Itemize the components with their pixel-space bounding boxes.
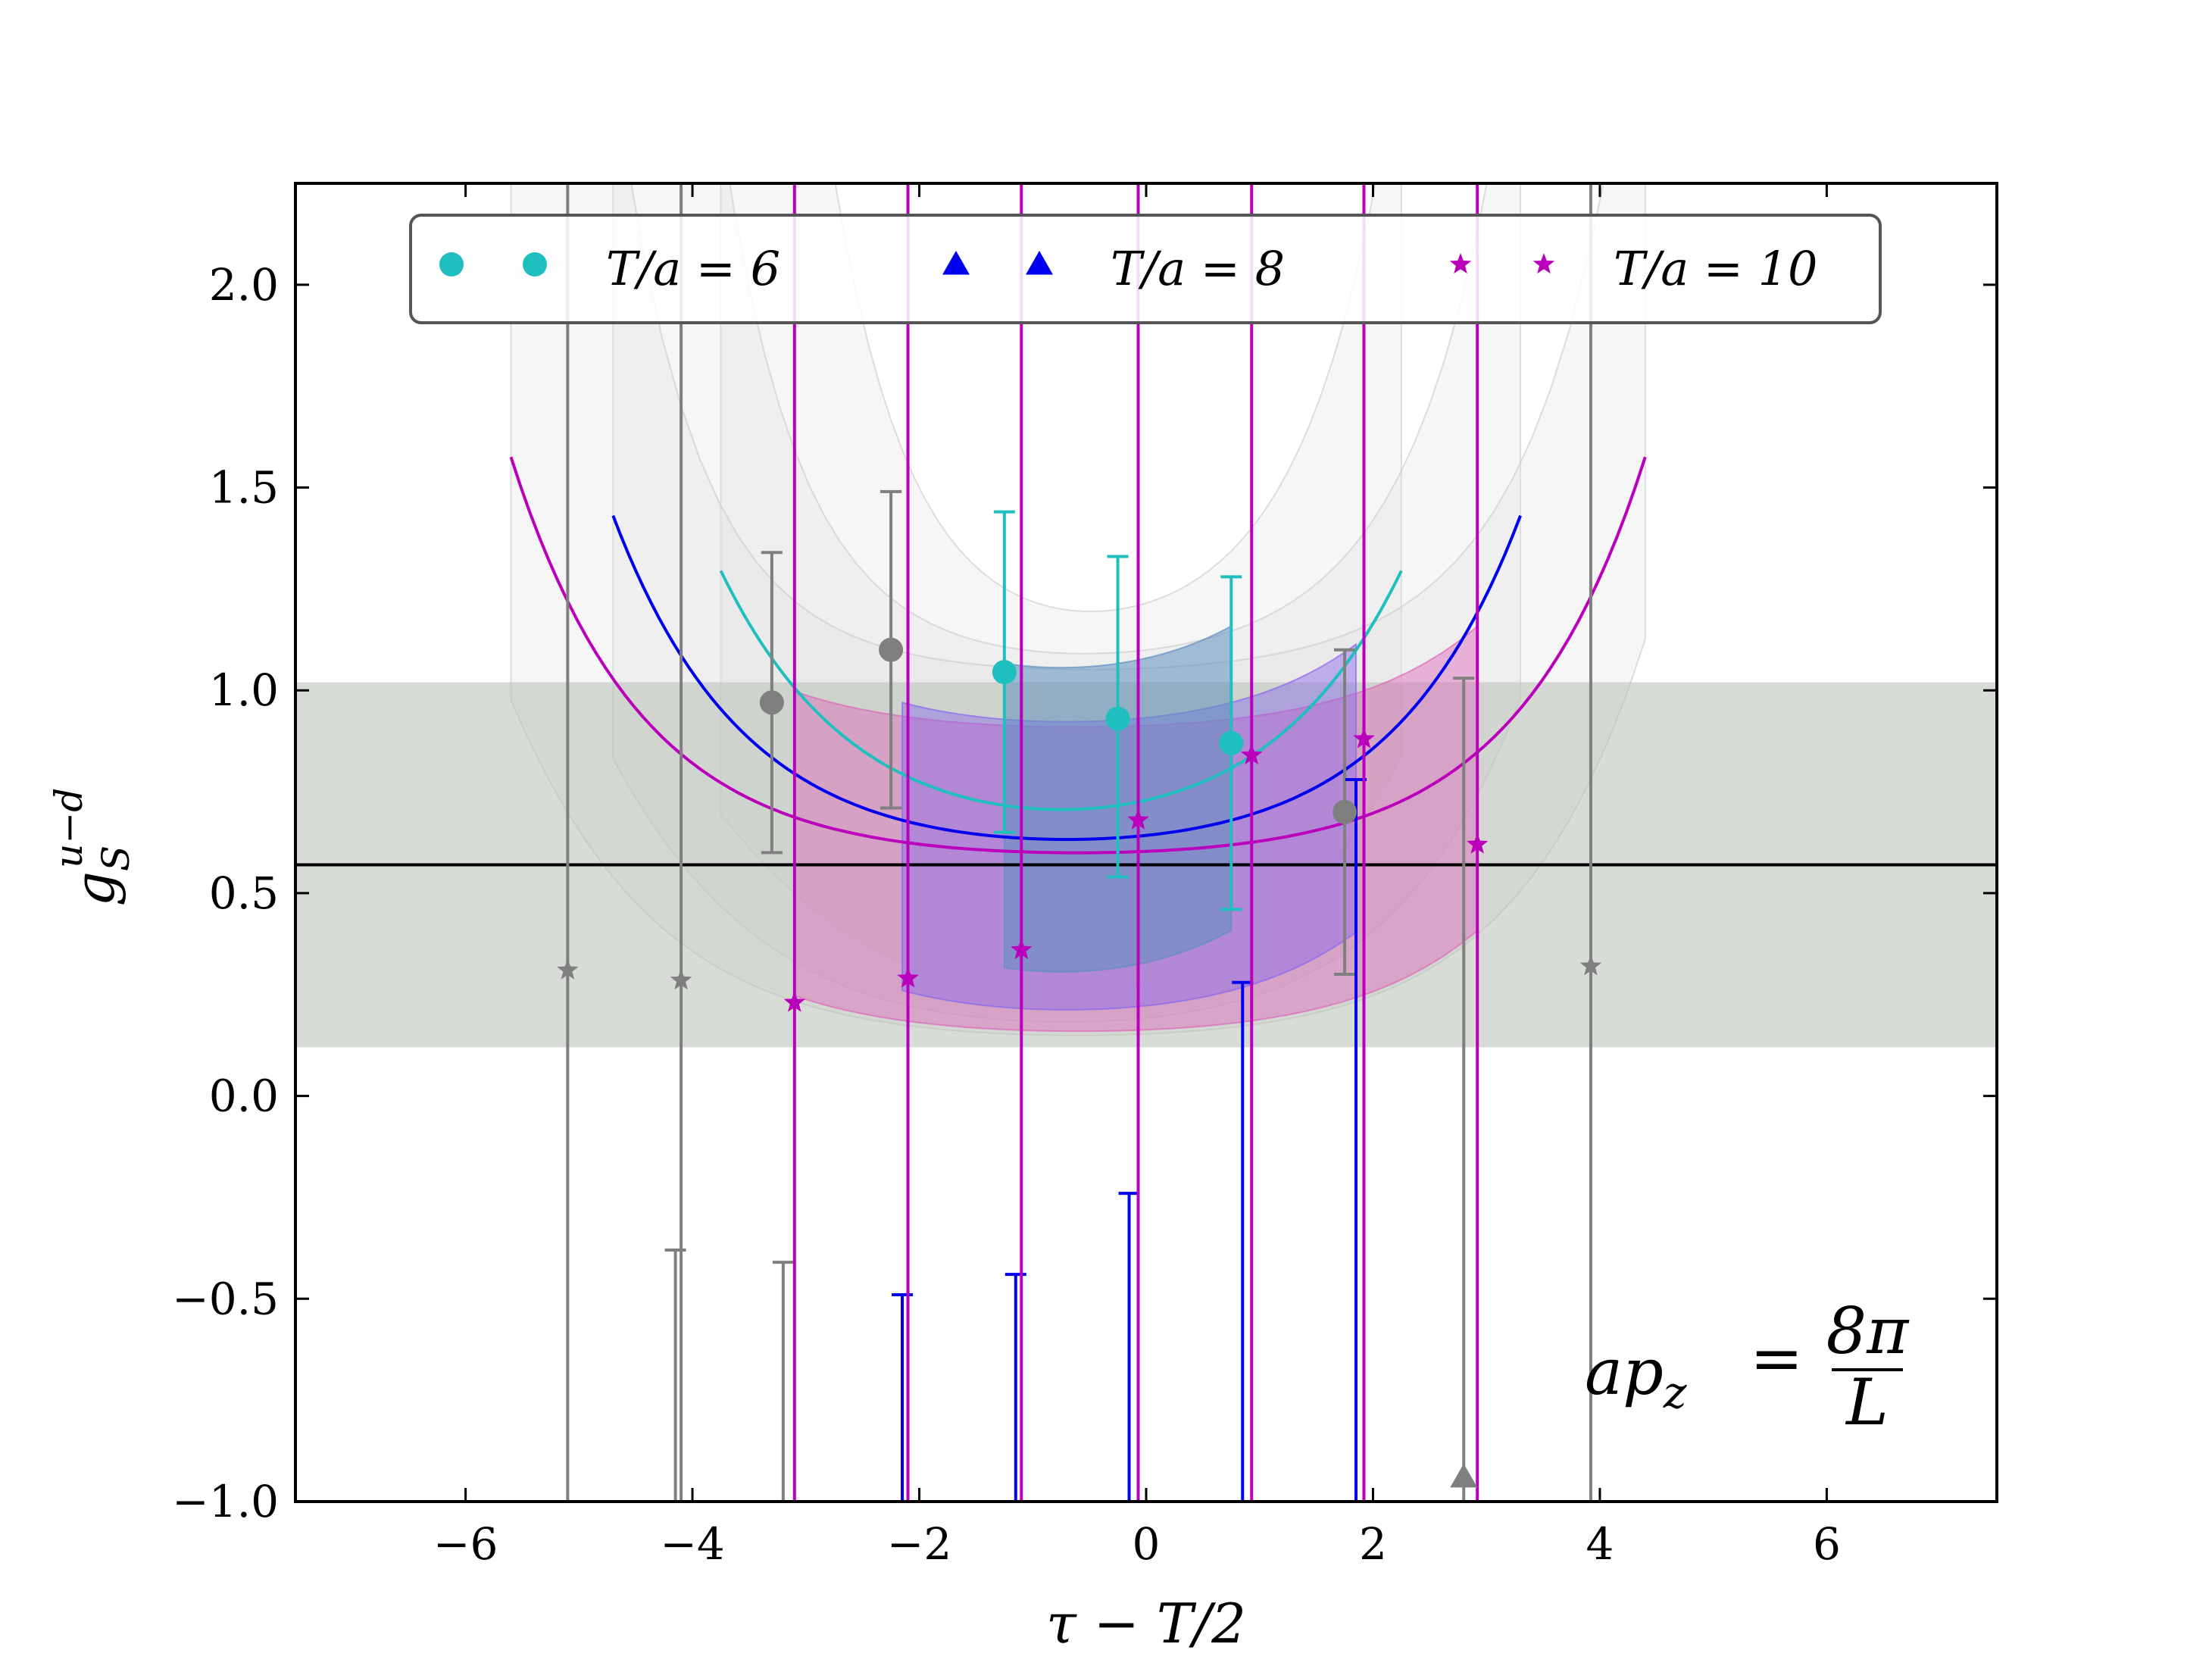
x-tick-label-5: 4 (1586, 1518, 1614, 1570)
point-circle-1 (879, 637, 904, 662)
legend-marker-triangle-0 (942, 251, 970, 275)
y-axis-label-sub: S (94, 845, 138, 871)
legend-marker-star-0 (1449, 253, 1472, 274)
point-star-6 (1241, 743, 1263, 764)
errbar-t8-4 (1118, 1192, 1140, 1502)
annotation-eq: = (1750, 1321, 1803, 1396)
y-tick-label-4: 1.0 (209, 664, 279, 716)
point-star-4 (1011, 938, 1033, 959)
fit-curve-1 (611, 514, 1522, 842)
legend-label-t6: T/a = 6 (606, 241, 780, 296)
x-tick-label-3: 0 (1133, 1518, 1161, 1570)
annotation-denominator: L (1845, 1365, 1889, 1439)
tick-labels: −6 −4 −2 0 2 4 6 −1.0 −0.5 0.0 0.5 1.0 1.5 2.0 (172, 259, 1841, 1570)
point-star-1 (670, 969, 692, 990)
momentum-annotation: apz = 8π L (1585, 1294, 1910, 1439)
legend-frame (409, 214, 1882, 324)
annotation-numerator: 8π (1826, 1294, 1910, 1368)
legend-label-t8: T/a = 8 (1111, 241, 1285, 296)
point-circle-0 (759, 690, 784, 715)
x-tick-label-6: 6 (1813, 1518, 1841, 1570)
point-circle-4 (1219, 730, 1244, 755)
fit-curve-0 (719, 570, 1403, 811)
legend-marker-circle-0 (439, 252, 464, 277)
point-circle-2 (992, 660, 1017, 685)
legend-marker-circle-1 (523, 252, 547, 277)
y-tick-label-0: −1.0 (172, 1476, 279, 1527)
x-tick-label-2: −2 (887, 1518, 952, 1570)
errbar-t8-1 (772, 1261, 794, 1502)
point-star-7 (1353, 727, 1375, 749)
point-star-2 (783, 991, 806, 1012)
x-tick-label-4: 2 (1359, 1518, 1387, 1570)
fit-curves (509, 456, 1647, 855)
errbar-t8-5 (1232, 980, 1254, 1502)
point-circle-5 (1333, 799, 1358, 824)
legend: T/a = 6 T/a = 8 T/a = 10 (409, 214, 1882, 324)
y-axis-label: gSu−d (47, 788, 138, 906)
y-axis-label-main: g (63, 871, 127, 906)
legend-marker-star-1 (1532, 253, 1555, 274)
legend-label-t10: T/a = 10 (1614, 241, 1817, 296)
x-tick-label-0: −6 (433, 1518, 498, 1570)
x-tick-label-1: −4 (660, 1518, 725, 1570)
point-star-5 (1127, 808, 1149, 830)
y-tick-label-3: 0.5 (209, 867, 279, 919)
point-star-3 (897, 967, 919, 988)
legend-markers (439, 251, 1555, 277)
legend-marker-triangle-1 (1026, 251, 1053, 275)
point-star-9 (1579, 955, 1602, 976)
y-axis-label-sup: u−d (47, 788, 91, 868)
y-tick-label-1: −0.5 (172, 1273, 279, 1324)
point-circle-3 (1105, 706, 1130, 731)
data-points (557, 637, 1602, 1488)
axes (294, 182, 1998, 1503)
fit-curve-2 (509, 456, 1647, 855)
error-bars (566, 183, 1592, 1502)
point-star-0 (557, 958, 579, 980)
point-star-8 (1467, 833, 1489, 854)
x-axis-label: τ − T/2 (1046, 1592, 1246, 1655)
point-triangle-7 (1450, 1463, 1478, 1488)
y-tick-label-6: 2.0 (209, 259, 279, 311)
y-tick-label-5: 1.5 (209, 462, 279, 514)
annotation-lhs: apz (1585, 1335, 1687, 1418)
plot-area (295, 183, 1997, 1502)
y-tick-label-2: 0.0 (209, 1070, 279, 1122)
